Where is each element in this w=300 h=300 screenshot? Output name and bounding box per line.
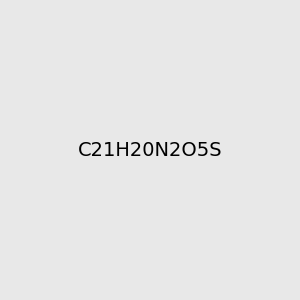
Text: C21H20N2O5S: C21H20N2O5S	[78, 140, 222, 160]
